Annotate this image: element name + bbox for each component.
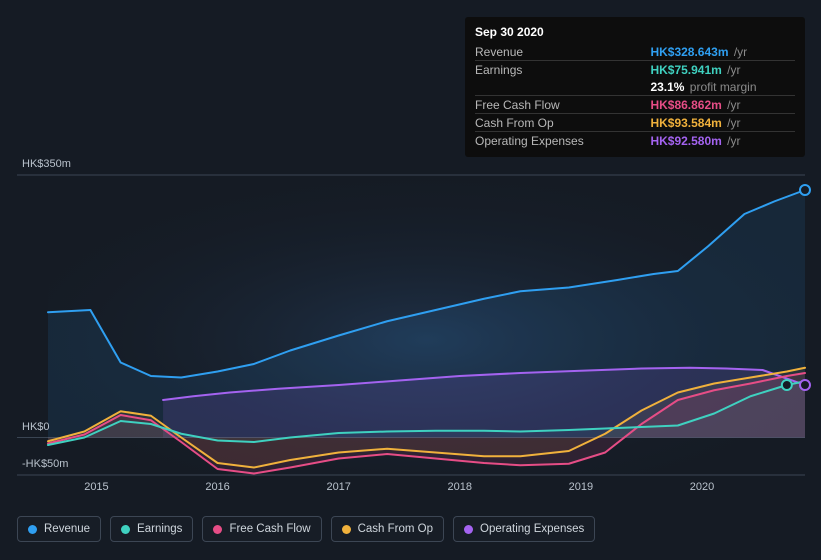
marker-opex — [800, 380, 810, 390]
tooltip-row-value: HK$93.584m /yr — [650, 114, 795, 132]
x-axis-label: 2016 — [205, 481, 229, 493]
tooltip-row-value: HK$92.580m /yr — [650, 132, 795, 150]
x-axis-label: 2018 — [448, 481, 472, 493]
tooltip-row-label: Operating Expenses — [475, 132, 650, 150]
tooltip-row: Cash From OpHK$93.584m /yr — [475, 114, 795, 132]
tooltip-row-label: Revenue — [475, 43, 650, 61]
marker-revenue — [800, 185, 810, 195]
tooltip-row-label: Cash From Op — [475, 114, 650, 132]
legend-dot-icon — [213, 525, 222, 534]
legend-dot-icon — [464, 525, 473, 534]
tooltip-row-value: HK$75.941m /yr — [650, 61, 795, 79]
tooltip-row: RevenueHK$328.643m /yr — [475, 43, 795, 61]
x-axis-label: 2020 — [690, 481, 714, 493]
legend-label: Revenue — [44, 523, 90, 535]
tooltip-row-value: 23.1% profit margin — [650, 78, 795, 96]
chart-tooltip: Sep 30 2020 RevenueHK$328.643m /yrEarnin… — [465, 17, 805, 157]
y-axis-label: HK$0 — [22, 421, 50, 433]
tooltip-row-value: HK$86.862m /yr — [650, 96, 795, 114]
legend-label: Cash From Op — [358, 523, 433, 535]
x-axis-label: 2019 — [569, 481, 593, 493]
tooltip-table: RevenueHK$328.643m /yrEarningsHK$75.941m… — [475, 43, 795, 149]
chart-legend: Revenue Earnings Free Cash Flow Cash From O… — [17, 516, 595, 542]
legend-label: Earnings — [137, 523, 182, 535]
tooltip-row-label: Earnings — [475, 61, 650, 79]
y-axis-label: -HK$50m — [22, 458, 68, 470]
x-axis-label: 2015 — [84, 481, 108, 493]
tooltip-row: Free Cash FlowHK$86.862m /yr — [475, 96, 795, 114]
x-axis-label: 2017 — [326, 481, 350, 493]
tooltip-row: Operating ExpensesHK$92.580m /yr — [475, 132, 795, 150]
legend-item-opex[interactable]: Operating Expenses — [453, 516, 595, 542]
legend-item-fcf[interactable]: Free Cash Flow — [202, 516, 321, 542]
legend-label: Free Cash Flow — [229, 523, 310, 535]
tooltip-date: Sep 30 2020 — [475, 25, 795, 43]
tooltip-row-value: HK$328.643m /yr — [650, 43, 795, 61]
legend-item-earnings[interactable]: Earnings — [110, 516, 193, 542]
tooltip-row-label: Free Cash Flow — [475, 96, 650, 114]
legend-dot-icon — [28, 525, 37, 534]
legend-dot-icon — [121, 525, 130, 534]
marker-earnings — [782, 380, 792, 390]
tooltip-row-label — [475, 78, 650, 96]
tooltip-row: 23.1% profit margin — [475, 78, 795, 96]
legend-item-cfo[interactable]: Cash From Op — [331, 516, 444, 542]
y-axis-label: HK$350m — [22, 158, 71, 170]
legend-label: Operating Expenses — [480, 523, 584, 535]
legend-dot-icon — [342, 525, 351, 534]
legend-item-revenue[interactable]: Revenue — [17, 516, 101, 542]
tooltip-row: EarningsHK$75.941m /yr — [475, 61, 795, 79]
